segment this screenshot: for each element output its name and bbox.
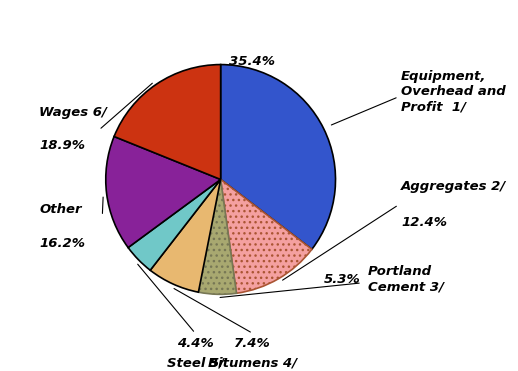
Text: Bitumens 4/: Bitumens 4/ bbox=[208, 357, 297, 370]
Text: 12.4%: 12.4% bbox=[401, 216, 447, 229]
Text: 5.3%: 5.3% bbox=[324, 273, 361, 286]
Wedge shape bbox=[150, 180, 221, 292]
Text: 4.4%: 4.4% bbox=[177, 337, 214, 350]
Text: Equipment,
Overhead and
Profit  1/: Equipment, Overhead and Profit 1/ bbox=[401, 70, 506, 113]
Wedge shape bbox=[114, 65, 221, 180]
Text: Other: Other bbox=[39, 203, 82, 216]
Text: 16.2%: 16.2% bbox=[39, 237, 85, 250]
Wedge shape bbox=[106, 137, 221, 247]
Text: Steel 5/: Steel 5/ bbox=[167, 357, 224, 370]
Text: 35.4%: 35.4% bbox=[228, 55, 275, 68]
Wedge shape bbox=[128, 180, 221, 270]
Text: Wages 6/: Wages 6/ bbox=[39, 106, 107, 119]
Wedge shape bbox=[198, 180, 236, 294]
Text: Aggregates 2/: Aggregates 2/ bbox=[401, 180, 506, 193]
Wedge shape bbox=[221, 65, 336, 249]
Text: 18.9%: 18.9% bbox=[39, 139, 85, 152]
Text: Portland
Cement 3/: Portland Cement 3/ bbox=[368, 265, 444, 293]
Text: 7.4%: 7.4% bbox=[235, 337, 271, 350]
Wedge shape bbox=[221, 180, 312, 293]
